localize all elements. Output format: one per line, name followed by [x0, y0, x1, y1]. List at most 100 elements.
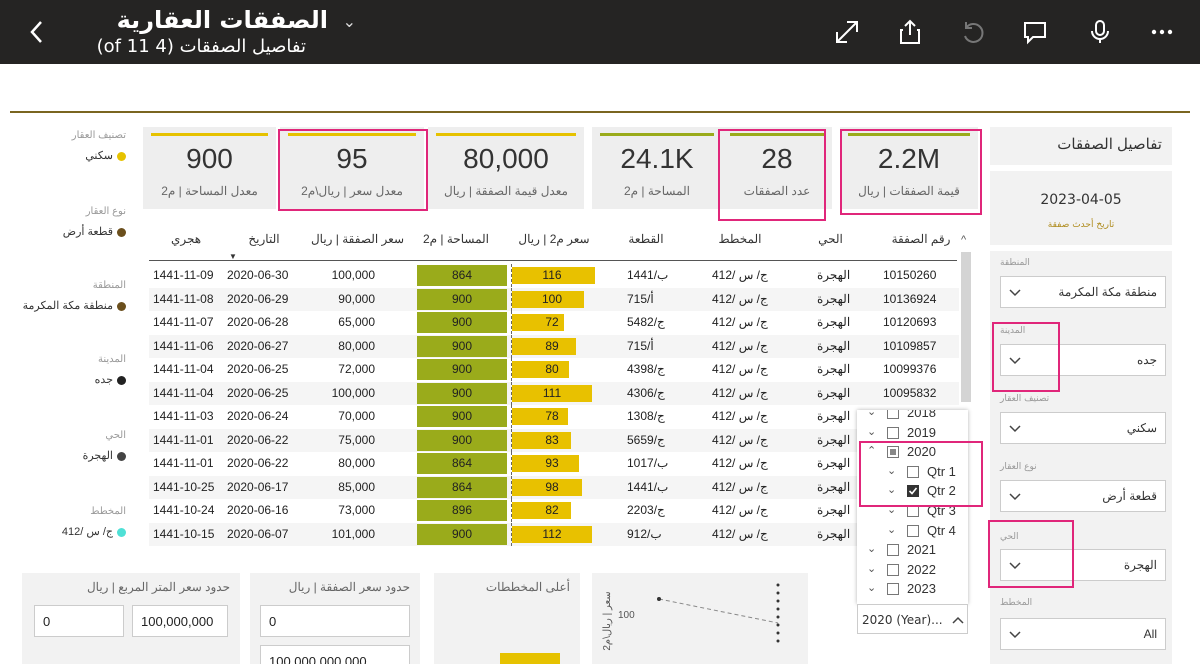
- undo-icon[interactable]: [958, 18, 986, 46]
- table-row[interactable]: 1441-11-03 2020-06-24 70,000 900 78 ج/1308 ج/ …: [149, 405, 959, 428]
- checkbox[interactable]: [887, 446, 899, 459]
- legend-item[interactable]: ج/ س /412: [22, 525, 126, 538]
- table-row[interactable]: 1441-11-01 2020-06-22 75,000 900 83 ج/5659 ج/ …: [149, 428, 959, 452]
- kpi-area[interactable]: 24.1K المساحة | م2: [592, 127, 722, 209]
- table-row[interactable]: 1441-11-07 2020-06-28 65,000 900 72 ج/5482 ج/ …: [149, 311, 959, 334]
- header-divider: [10, 111, 1190, 113]
- deal-price-min-input[interactable]: 0: [260, 605, 410, 637]
- legend-item[interactable]: منطقة مكة المكرمة: [22, 299, 126, 312]
- chevron-down-icon[interactable]: ⌄: [867, 425, 877, 438]
- slicer-item[interactable]: ⌄ 2021: [857, 541, 968, 560]
- kpi-avg-price-m2[interactable]: 95 معدل سعر | ريال\م2: [280, 127, 424, 209]
- cell-price-m2: 100: [541, 291, 563, 306]
- checkbox[interactable]: [907, 524, 919, 537]
- legend-item[interactable]: سكني: [22, 149, 126, 162]
- checkbox[interactable]: [887, 426, 899, 439]
- expand-icon[interactable]: [833, 18, 861, 46]
- table-row[interactable]: 1441-11-06 2020-06-27 80,000 900 89 715/أ ج/ س…: [149, 334, 959, 358]
- table-row[interactable]: 1441-10-15 2020-06-07 101,000 900 112 ب/912 ج/…: [149, 522, 959, 546]
- slicer-item[interactable]: ⌃ 2020: [857, 443, 968, 462]
- checkbox[interactable]: [887, 583, 899, 596]
- col-header-area[interactable]: المساحة | م2: [422, 232, 490, 246]
- checkbox[interactable]: [887, 563, 899, 576]
- scatter-point: [776, 583, 780, 587]
- chevron-down-icon[interactable]: ⌄: [887, 464, 897, 477]
- col-header-hijri[interactable]: هجري: [170, 232, 202, 246]
- col-header-price-m2[interactable]: سعر م2 | ريال: [518, 232, 590, 246]
- slicer-item[interactable]: ⌄ Qtr 1: [857, 463, 968, 482]
- top-plan-bar[interactable]: [500, 653, 560, 664]
- chevron-down-icon[interactable]: ⌄: [887, 504, 897, 516]
- cell-price-m2: 89: [545, 338, 559, 353]
- legend-item[interactable]: قطعة أرض: [22, 225, 126, 238]
- price-m2-bar: [512, 525, 592, 543]
- price-m2-min-input[interactable]: 0: [34, 605, 124, 637]
- slicer-item[interactable]: ⌄ Qtr 4: [857, 522, 968, 541]
- cell-district: الهجرة: [817, 362, 851, 376]
- property-class-dropdown[interactable]: سكني: [1000, 412, 1166, 444]
- col-header-plot[interactable]: القطعة: [628, 232, 664, 246]
- chevron-down-icon[interactable]: ⌄: [887, 484, 897, 497]
- chevron-up-icon[interactable]: ^: [961, 234, 967, 246]
- checkbox[interactable]: [887, 544, 899, 557]
- kpi-deal-value[interactable]: 2.2M قيمة الصفقات | ريال: [840, 127, 978, 209]
- scatter-point: [776, 639, 780, 643]
- kpi-deal-count[interactable]: 28 عدد الصفقات: [722, 127, 832, 209]
- chevron-down-icon[interactable]: ⌄: [867, 582, 877, 595]
- slicer-item[interactable]: ⌄ 2023: [857, 580, 968, 599]
- table-row[interactable]: 1441-11-04 2020-06-25 100,000 900 111 ج/4306 ج…: [149, 381, 959, 405]
- region-dropdown[interactable]: منطقة مكة المكرمة: [1000, 276, 1166, 308]
- legend-item[interactable]: الهجرة: [22, 449, 126, 462]
- table-row[interactable]: 1441-11-01 2020-06-22 80,000 864 93 ب/1017 ج/ …: [149, 452, 959, 475]
- slicer-item[interactable]: ⌄ 2018: [857, 410, 968, 423]
- year-slicer-dropdown[interactable]: 2020 (Year)...: [857, 604, 968, 634]
- col-header-date[interactable]: التاريخ: [248, 232, 280, 246]
- slicer-item[interactable]: ⌄ Qtr 2: [857, 482, 968, 501]
- col-header-plan[interactable]: المخطط: [718, 232, 762, 246]
- deal-price-max-input[interactable]: 100,000,000,000: [260, 645, 410, 664]
- table-row[interactable]: 1441-11-04 2020-06-25 72,000 900 80 ج/4398 ج/ …: [149, 358, 959, 381]
- kpi-avg-deal-value[interactable]: 80,000 معدل قيمة الصفقة | ريال: [428, 127, 584, 209]
- microphone-icon[interactable]: [1086, 18, 1114, 46]
- chevron-up-icon[interactable]: ⌃: [867, 445, 877, 458]
- share-icon[interactable]: [896, 18, 924, 46]
- city-dropdown[interactable]: جده: [1000, 344, 1166, 376]
- cell-date: 2020-06-30: [227, 268, 289, 282]
- col-header-deal-no[interactable]: رقم الصفقة: [891, 232, 951, 246]
- plan-dropdown[interactable]: All: [1000, 618, 1166, 650]
- table-row[interactable]: 1441-11-09 2020-06-30 100,000 864 116 ب/1441 ج…: [149, 264, 959, 287]
- back-icon[interactable]: [26, 18, 50, 46]
- kpi-avg-area[interactable]: 900 معدل المساحة | م2: [143, 127, 276, 209]
- price-axis-line: [511, 287, 512, 311]
- report-titles[interactable]: الصفقات العقارية ⌄ تفاصيل الصفقات (4 of …: [72, 4, 392, 60]
- checkbox[interactable]: [887, 410, 899, 419]
- cell-deal-no: 10095832: [883, 385, 937, 400]
- table-row[interactable]: 1441-11-08 2020-06-29 90,000 900 100 715/أ ج/ …: [149, 287, 959, 311]
- table-row[interactable]: 1441-10-24 2020-06-16 73,000 896 82 ج/2203 ج/ …: [149, 499, 959, 522]
- checkbox[interactable]: [907, 485, 919, 498]
- cell-hijri: 1441-10-25: [153, 479, 215, 494]
- cell-hijri: 1441-11-04: [153, 385, 214, 400]
- price-m2-max-input[interactable]: 100,000,000: [132, 605, 228, 637]
- cell-plot: ب/1441: [627, 268, 669, 282]
- slicer-item[interactable]: ⌄ 2022: [857, 561, 968, 580]
- chevron-down-icon[interactable]: ⌄: [867, 410, 877, 418]
- chevron-down-icon[interactable]: ⌄: [867, 562, 877, 575]
- scatter-point: [776, 615, 780, 619]
- slicer-item[interactable]: ⌄ 2019: [857, 424, 968, 443]
- chevron-down-icon[interactable]: ⌄: [887, 523, 897, 536]
- property-type-dropdown[interactable]: قطعة أرض: [1000, 480, 1166, 512]
- checkbox[interactable]: [907, 465, 919, 478]
- kpi-value: 24.1K: [620, 143, 694, 174]
- chevron-down-icon[interactable]: ⌄: [867, 543, 877, 556]
- legend-item[interactable]: جده: [22, 373, 126, 386]
- table-scrollbar[interactable]: [961, 252, 971, 402]
- table-row[interactable]: 1441-10-25 2020-06-17 85,000 864 98 ب/1441 ج/ …: [149, 475, 959, 499]
- col-header-district[interactable]: الحي: [818, 232, 843, 246]
- cell-district: الهجرة: [817, 409, 851, 423]
- chevron-down-icon[interactable]: ⌄: [342, 12, 356, 31]
- col-header-deal-price[interactable]: سعر الصفقة | ريال: [310, 232, 405, 246]
- comment-icon[interactable]: [1021, 18, 1049, 46]
- more-options-icon[interactable]: [1148, 18, 1176, 46]
- district-dropdown[interactable]: الهجرة: [1000, 549, 1166, 581]
